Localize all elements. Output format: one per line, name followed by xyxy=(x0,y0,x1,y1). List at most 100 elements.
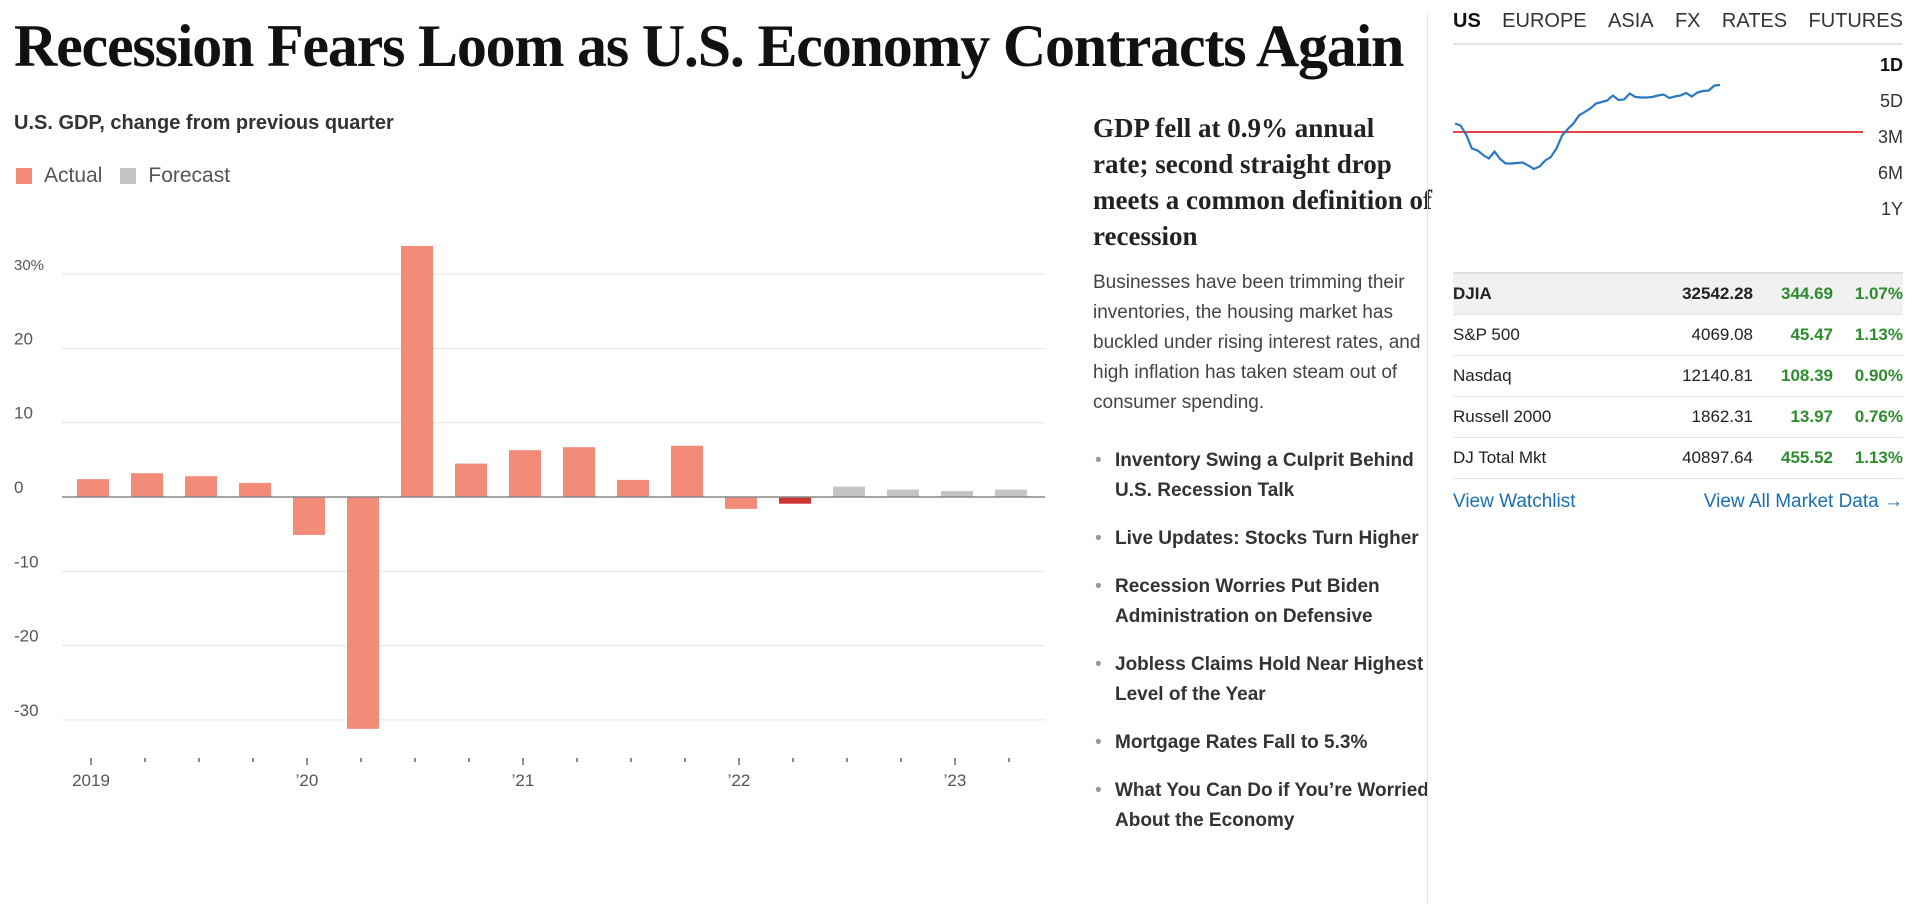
related-link-text: What You Can Do if You’re Worried About … xyxy=(1115,780,1429,831)
sparkline-area: 1D 5D 3M 6M 1Y xyxy=(1453,45,1903,225)
index-last: 32542.28 xyxy=(1658,272,1753,314)
legend-actual-swatch xyxy=(16,168,32,184)
gdp-bar-chart: 30% 20 10 0 -10 -20 -30 2019 ’20 ’21 ’22 ’23 xyxy=(14,245,1045,790)
y-tick-label: -30 xyxy=(14,701,39,720)
legend-actual: Actual xyxy=(16,164,102,188)
index-pct-change: 0.76% xyxy=(1833,395,1903,437)
index-change: 13.97 xyxy=(1753,395,1833,437)
actual-bar xyxy=(509,450,541,497)
x-tick-label: ’20 xyxy=(296,771,319,790)
chart-legend: Actual Forecast xyxy=(16,164,230,188)
index-last: 40897.64 xyxy=(1658,436,1753,479)
quote-row[interactable]: S&P 500 4069.08 45.47 1.13% xyxy=(1453,313,1903,355)
forecast-bar xyxy=(887,489,919,497)
view-all-market-data-link[interactable]: View All Market Data → xyxy=(1703,490,1903,512)
index-last: 4069.08 xyxy=(1658,313,1753,355)
index-pct-change: 0.90% xyxy=(1833,354,1903,396)
quote-row[interactable]: DJ Total Mkt 40897.64 455.52 1.13% xyxy=(1453,436,1903,479)
actual-bar xyxy=(455,463,487,497)
index-last: 12140.81 xyxy=(1658,354,1753,396)
legend-forecast: Forecast xyxy=(120,164,230,188)
index-price-line xyxy=(1454,83,1721,171)
index-pct-change: 1.13% xyxy=(1833,436,1903,479)
y-tick-label: 10 xyxy=(14,404,33,423)
related-link-text: Inventory Swing a Culprit Behind U.S. Re… xyxy=(1115,450,1414,501)
related-link-text: Live Updates: Stocks Turn Higher xyxy=(1115,528,1419,549)
bullet-icon: • xyxy=(1095,780,1102,801)
legend-actual-label: Actual xyxy=(44,164,103,187)
market-tabs: US EUROPE ASIA FX RATES FUTURES xyxy=(1453,10,1903,45)
range-1d[interactable]: 1D xyxy=(1879,55,1903,75)
actual-bar xyxy=(77,479,109,497)
market-tab-europe[interactable]: EUROPE xyxy=(1502,10,1587,32)
index-pct-change: 1.13% xyxy=(1833,313,1903,355)
view-watchlist-link[interactable]: View Watchlist xyxy=(1453,490,1576,512)
market-data-panel: US EUROPE ASIA FX RATES FUTURES 1D 5D 3M 6M 1Y DJ… xyxy=(1453,10,1903,513)
related-link[interactable]: • Jobless Claims Hold Near Highest Level … xyxy=(1093,650,1433,710)
x-tick-label: ’23 xyxy=(944,771,967,790)
index-quotes-table: DJIA 32542.28 344.69 1.07% S&P 500 4069.08 45.… xyxy=(1453,272,1903,479)
related-link-text: Jobless Claims Hold Near Highest Level o… xyxy=(1115,654,1424,705)
related-link[interactable]: • Live Updates: Stocks Turn Higher xyxy=(1093,524,1433,554)
range-6m[interactable]: 6M xyxy=(1877,163,1903,183)
legend-forecast-swatch xyxy=(120,168,137,184)
index-name: S&P 500 xyxy=(1453,313,1658,355)
index-pct-change: 1.07% xyxy=(1833,272,1903,314)
index-change: 45.47 xyxy=(1753,313,1833,355)
related-link[interactable]: • Recession Worries Put Biden Administrat… xyxy=(1093,572,1433,632)
actual-bar xyxy=(671,445,703,497)
market-tab-futures[interactable]: FUTURES xyxy=(1808,10,1903,32)
page-headline[interactable]: Recession Fears Loom as U.S. Economy Con… xyxy=(14,13,1404,79)
market-tab-rates[interactable]: RATES xyxy=(1721,10,1788,32)
actual-bar xyxy=(239,482,271,497)
actual-bar xyxy=(725,497,757,509)
actual-bar xyxy=(347,497,379,729)
bullet-icon: • xyxy=(1095,732,1102,753)
market-links: View Watchlist View All Market Data → xyxy=(1453,491,1903,513)
y-tick-label: 0 xyxy=(14,478,23,497)
quote-row[interactable]: Nasdaq 12140.81 108.39 0.90% xyxy=(1453,354,1903,396)
index-change: 108.39 xyxy=(1753,354,1833,396)
y-tick-label: 20 xyxy=(14,329,33,348)
related-link[interactable]: • Inventory Swing a Culprit Behind U.S. R… xyxy=(1093,446,1433,506)
market-tab-fx[interactable]: FX xyxy=(1674,10,1701,32)
bullet-icon: • xyxy=(1095,450,1102,471)
related-links: • Inventory Swing a Culprit Behind U.S. R… xyxy=(1093,446,1433,836)
story-summary: Businesses have been trimming their inve… xyxy=(1093,272,1421,413)
bullet-icon: • xyxy=(1095,576,1102,597)
related-link[interactable]: • Mortgage Rates Fall to 5.3% xyxy=(1093,728,1433,758)
forecast-bar xyxy=(995,489,1027,497)
actual-bar xyxy=(185,476,217,497)
index-sparkline xyxy=(1453,83,1863,171)
related-link[interactable]: • What You Can Do if You’re Worried About… xyxy=(1093,776,1433,836)
range-3m[interactable]: 3M xyxy=(1877,127,1903,147)
index-name: DJ Total Mkt xyxy=(1453,436,1658,479)
y-tick-label: 30% xyxy=(14,257,44,274)
quote-row[interactable]: DJIA 32542.28 344.69 1.07% xyxy=(1453,272,1903,314)
related-link-text: Mortgage Rates Fall to 5.3% xyxy=(1115,732,1368,753)
index-last: 1862.31 xyxy=(1658,395,1753,437)
range-5d[interactable]: 5D xyxy=(1879,91,1903,111)
actual-bar xyxy=(401,245,433,497)
actual-bar xyxy=(779,497,811,504)
index-name: Russell 2000 xyxy=(1453,395,1658,437)
related-link-text: Recession Worries Put Biden Administrati… xyxy=(1115,576,1380,627)
market-tab-us[interactable]: US xyxy=(1453,10,1481,32)
forecast-bar xyxy=(941,491,973,497)
index-change: 344.69 xyxy=(1753,272,1833,314)
story-headline[interactable]: GDP fell at 0.9% annual rate; second str… xyxy=(1093,113,1432,251)
column-divider xyxy=(1427,14,1428,904)
actual-bar xyxy=(131,473,163,497)
x-tick-label: 2019 xyxy=(72,771,110,790)
chart-title: U.S. GDP, change from previous quarter xyxy=(14,112,394,134)
forecast-bar xyxy=(833,486,865,497)
range-1y[interactable]: 1Y xyxy=(1880,199,1903,219)
y-tick-label: -10 xyxy=(14,552,39,571)
time-range-selector: 1D 5D 3M 6M 1Y xyxy=(1878,53,1903,222)
legend-forecast-label: Forecast xyxy=(148,164,231,187)
market-tab-asia[interactable]: ASIA xyxy=(1608,10,1654,32)
bullet-icon: • xyxy=(1095,654,1102,675)
quote-row[interactable]: Russell 2000 1862.31 13.97 0.76% xyxy=(1453,395,1903,437)
actual-bar xyxy=(617,479,649,497)
index-name: Nasdaq xyxy=(1453,354,1658,396)
